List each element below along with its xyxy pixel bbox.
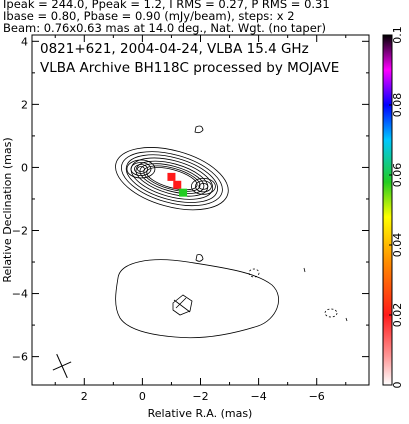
colorbar-tick-label: 0 <box>391 382 404 389</box>
contour-ring <box>139 163 205 194</box>
colorbar-ticks: 0 0.02 0.04 0.06 0.08 0.1 <box>389 26 404 389</box>
y-axis: 4 2 0 −2 −4 −6 <box>12 35 369 364</box>
contour-jet <box>198 182 209 190</box>
plot-title: 0821+621, 2004-04-24, VLBA 15.4 GHz <box>40 41 309 57</box>
y-tick-label: −6 <box>12 351 28 364</box>
header-line-2: Ibase = 0.80, Pbase = 0.90 (mJy/beam), s… <box>3 9 295 23</box>
contour-blob <box>195 254 204 262</box>
y-tick-label: 4 <box>21 35 28 48</box>
colorbar-tick-label: 0.04 <box>391 233 404 258</box>
contour-lower-inner-line <box>175 297 187 309</box>
contour-ring <box>135 160 209 197</box>
contour-speck <box>345 317 348 322</box>
colorbar-tick-label: 0.1 <box>391 26 404 44</box>
y-axis-label: Relative Declination (mas) <box>1 137 14 282</box>
contour-blob <box>194 125 204 134</box>
polarization-pixels <box>167 172 188 197</box>
x-tick-label: −2 <box>192 390 208 403</box>
plot-subtitle: VLBA Archive BH118C processed by MOJAVE <box>40 60 339 76</box>
x-axis-label: Relative R.A. (mas) <box>148 407 253 420</box>
x-axis: 2 0 −2 −4 −6 <box>54 35 347 403</box>
contour-ring <box>146 167 198 191</box>
contour-jet <box>195 180 212 193</box>
y-tick-label: 2 <box>21 98 28 111</box>
polarization-pixel <box>179 188 188 197</box>
contour-core <box>134 164 148 174</box>
contour-ring <box>120 151 223 207</box>
contour-lower-region <box>115 259 279 339</box>
contour-core <box>130 162 152 176</box>
contour-core <box>137 166 145 172</box>
contour-core <box>126 159 156 179</box>
contour-ring <box>115 147 229 211</box>
negative-contour <box>248 268 260 278</box>
colorbar <box>382 34 393 386</box>
beam-marker <box>52 353 72 379</box>
contours <box>115 125 348 339</box>
negative-contour <box>324 308 338 318</box>
y-tick-label: 0 <box>21 161 28 174</box>
colorbar-tick-label: 0.02 <box>391 303 404 328</box>
colorbar-tick-label: 0.06 <box>391 163 404 188</box>
contour-lower-inner-line <box>173 299 191 313</box>
contour-speck <box>303 267 306 273</box>
x-tick-label: −4 <box>250 390 266 403</box>
colorbar-tick-label: 0.08 <box>391 93 404 118</box>
contour-lower-inner <box>172 294 193 316</box>
polarization-pixel <box>173 180 182 189</box>
plot-frame <box>31 34 370 386</box>
y-tick-label: −4 <box>12 288 28 301</box>
contour-ring <box>125 154 218 203</box>
header-line-1: Ipeak = 244.0, Ppeak = 1.2, I RMS = 0.27… <box>3 0 330 11</box>
x-tick-label: 0 <box>139 390 146 403</box>
x-tick-label: −6 <box>309 390 325 403</box>
header-line-3: Beam: 0.76x0.63 mas at 14.0 deg., Nat. W… <box>3 21 326 35</box>
y-tick-label: −2 <box>12 224 28 237</box>
contour-jet <box>191 177 216 195</box>
polarization-pixel <box>167 172 176 181</box>
x-tick-label: 2 <box>81 390 88 403</box>
